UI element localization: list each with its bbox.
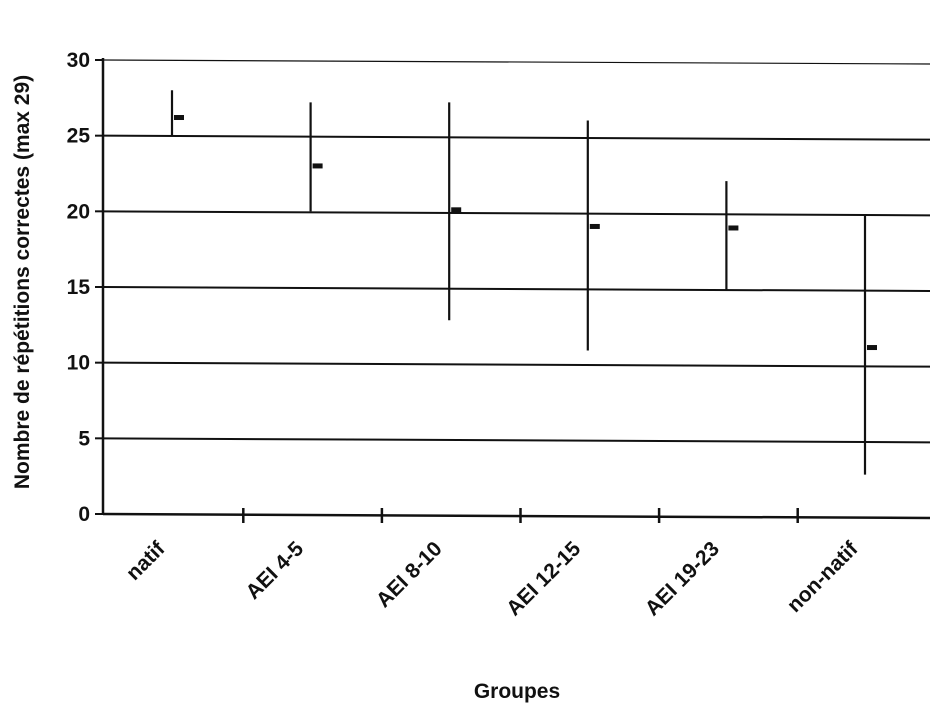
x-tick-label: AEI 19-23 <box>641 537 724 620</box>
range-marks <box>170 90 877 475</box>
gridline <box>102 59 930 65</box>
x-tick-label: AEI 8-10 <box>372 537 447 612</box>
x-axis-line <box>102 512 930 520</box>
mean-marker <box>867 345 877 351</box>
y-tick-label: 25 <box>67 125 91 148</box>
mean-marker <box>451 207 462 213</box>
y-axis-title: Nombre de répétitions correctes (max 29) <box>11 75 34 489</box>
mean-marker <box>589 223 600 229</box>
y-tick-label: 0 <box>78 503 90 526</box>
x-tick-label: AEI 12-15 <box>502 537 585 620</box>
mean-marker <box>312 163 323 169</box>
y-tick-label: 30 <box>67 49 90 72</box>
mean-marker <box>728 225 739 231</box>
gridline <box>102 210 930 217</box>
gridline <box>102 437 930 444</box>
x-axis-title: Groupes <box>474 680 560 703</box>
x-tick-label: AEI 4-5 <box>242 537 309 604</box>
mean-marker <box>174 115 184 121</box>
y-tick-label: 5 <box>78 427 90 450</box>
y-tick-label: 20 <box>67 200 90 223</box>
gridline <box>102 286 930 292</box>
gridlines <box>102 59 930 444</box>
gridline <box>102 361 930 368</box>
gridline <box>102 134 930 141</box>
x-tick-label: natif <box>122 537 170 585</box>
axes <box>95 58 930 523</box>
x-tick-label: non-natif <box>783 537 863 617</box>
y-tick-labels: 0 5 10 15 20 25 30 <box>67 49 91 526</box>
x-tick-labels: natif AEI 4-5 AEI 8-10 AEI 12-15 AEI 19-23 no… <box>122 537 863 621</box>
y-tick-label: 15 <box>67 276 91 299</box>
y-tick-label: 10 <box>67 352 90 375</box>
